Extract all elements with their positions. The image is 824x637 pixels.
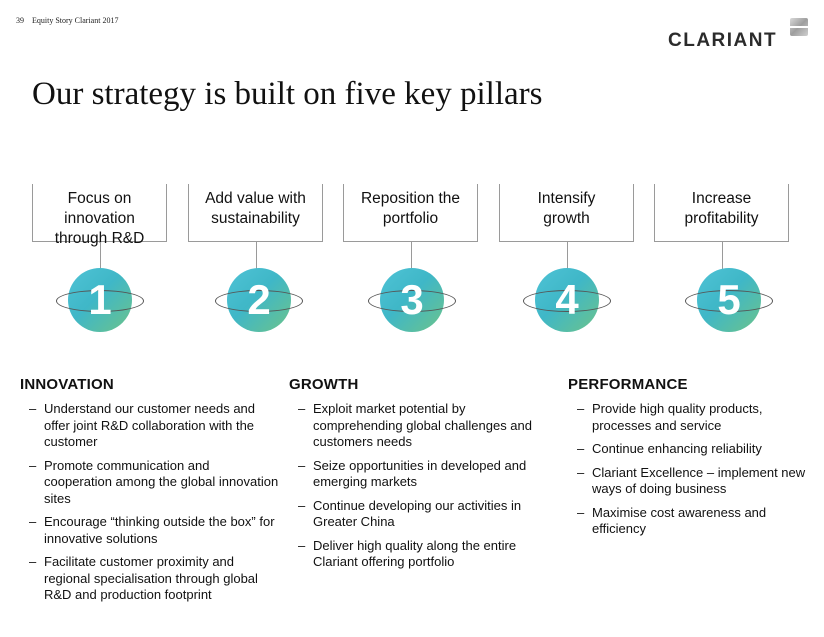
- pillar-badge-4: 4: [523, 268, 611, 332]
- list-item-text: Understand our customer needs and offer …: [44, 401, 256, 449]
- list-item-text: Promote communication and cooperation am…: [44, 457, 279, 506]
- dash-bullet: –: [29, 457, 37, 473]
- dash-bullet: –: [298, 401, 306, 416]
- pillar-label-line: profitability: [684, 210, 759, 227]
- logo-text: CLARIANT: [668, 30, 778, 51]
- performance-column: PERFORMANCE – Provide high quality produc…: [568, 376, 808, 545]
- pillar-label: Intensify growth: [499, 189, 634, 229]
- bullet-list: – Provide high quality products, processe…: [568, 401, 808, 538]
- list-item-text: Continue enhancing reliability: [592, 441, 762, 456]
- dash-bullet: –: [29, 401, 37, 416]
- dash-bullet: –: [29, 554, 37, 569]
- innovation-column: INNOVATION – Understand our customer need…: [20, 376, 280, 611]
- pillar-label: Focus on innovation through R&D: [32, 189, 167, 249]
- dash-bullet: –: [577, 401, 585, 416]
- pillar-badge-3: 3: [368, 268, 456, 332]
- badge-number: 1: [88, 276, 112, 323]
- pillar-label: Add value with sustainability: [188, 189, 323, 229]
- bullet-list: – Exploit market potential by comprehendi…: [289, 401, 544, 571]
- pillar-connector: [99, 242, 101, 270]
- pillar-2: Add value with sustainability: [188, 184, 323, 270]
- pillar-label-line: through R&D: [54, 230, 145, 247]
- pillar-box: [32, 184, 167, 242]
- list-item-text: Continue developing our activities in Gr…: [313, 497, 522, 530]
- slide-header: 39 Equity Story Clariant 2017: [16, 16, 118, 25]
- list-item-text: Facilitate customer proximity and region…: [44, 554, 258, 602]
- list-item: – Promote communication and cooperation a…: [20, 458, 280, 508]
- pillar-label-line: sustainability: [211, 210, 300, 227]
- badge-number: 4: [555, 276, 579, 323]
- pillar-box: [343, 184, 478, 242]
- badge-number: 2: [247, 276, 271, 323]
- page-number: 39: [16, 16, 24, 25]
- column-heading: GROWTH: [289, 376, 359, 393]
- document-title: Equity Story Clariant 2017: [32, 16, 119, 25]
- badge-ring: [523, 290, 611, 312]
- pillar-connector: [410, 242, 412, 270]
- list-item: – Encourage “thinking outside the box” fo…: [20, 514, 280, 547]
- list-item: – Continue developing our activities in G…: [289, 498, 544, 531]
- pillar-badge-1: 1: [56, 268, 144, 332]
- dash-bullet: –: [298, 457, 306, 473]
- pillar-label-line: growth: [543, 210, 590, 227]
- list-item: – Maximise cost awareness and efficiency: [568, 505, 808, 538]
- pillar-label: Increase profitability: [654, 189, 789, 229]
- badge-ring: [56, 290, 144, 312]
- pillar-badge-2: 2: [215, 268, 303, 332]
- dash-bullet: –: [577, 504, 585, 520]
- list-item: – Exploit market potential by comprehendi…: [289, 401, 544, 451]
- pillar-box: [499, 184, 634, 242]
- bullet-list: – Understand our customer needs and offer…: [20, 401, 280, 604]
- pillar-label-line: Add value with: [205, 190, 306, 207]
- growth-column: GROWTH – Exploit market potential by comp…: [289, 376, 544, 578]
- dash-bullet: –: [298, 537, 306, 553]
- list-item-text: Encourage “thinking outside the box” for…: [44, 514, 275, 546]
- badge-number: 3: [400, 276, 424, 323]
- pillar-1: Focus on innovation through R&D: [32, 184, 167, 270]
- pillar-label-line: Intensify: [537, 190, 596, 207]
- badge-ring: [215, 290, 303, 312]
- logo-mark-icon: [790, 18, 808, 36]
- pillar-label-line: Increase: [691, 190, 752, 207]
- list-item: – Seize opportunities in developed and em…: [289, 458, 544, 491]
- pillar-5: Increase profitability: [654, 184, 789, 270]
- pillar-4: Intensify growth: [499, 184, 634, 270]
- badge-ring: [685, 290, 773, 312]
- pillar-box: [654, 184, 789, 242]
- list-item-text: Deliver high quality along the entire Cl…: [313, 537, 517, 570]
- pillar-label-line: Focus on innovation: [64, 190, 135, 227]
- pillar-label-line: portfolio: [382, 210, 439, 227]
- dash-bullet: –: [577, 441, 585, 456]
- column-heading: INNOVATION: [20, 376, 114, 393]
- pillar-3: Reposition the portfolio: [343, 184, 478, 270]
- pillar-connector: [255, 242, 257, 270]
- pillar-badge-5: 5: [685, 268, 773, 332]
- list-item: – Continue enhancing reliability: [568, 441, 808, 458]
- dash-bullet: –: [29, 514, 37, 529]
- pillar-connector: [566, 242, 568, 270]
- list-item-text: Maximise cost awareness and efficiency: [592, 504, 767, 537]
- pillar-label-line: Reposition the: [360, 190, 461, 207]
- column-heading: PERFORMANCE: [568, 376, 688, 393]
- dash-bullet: –: [577, 464, 585, 480]
- list-item-text: Exploit market potential by comprehendin…: [313, 401, 532, 449]
- pillar-label: Reposition the portfolio: [343, 189, 478, 229]
- pillar-box: [188, 184, 323, 242]
- list-item: – Provide high quality products, processe…: [568, 401, 808, 434]
- list-item-text: Clariant Excellence – implement new ways…: [592, 464, 806, 497]
- list-item: – Clariant Excellence – implement new way…: [568, 465, 808, 498]
- list-item-text: Provide high quality products, processes…: [592, 401, 763, 433]
- list-item: – Understand our customer needs and offer…: [20, 401, 280, 451]
- clariant-logo: CLARIANT: [668, 18, 808, 52]
- dash-bullet: –: [298, 497, 306, 513]
- list-item: – Facilitate customer proximity and regio…: [20, 554, 280, 604]
- list-item-text: Seize opportunities in developed and eme…: [313, 457, 527, 490]
- list-item: – Deliver high quality along the entire C…: [289, 538, 544, 571]
- badge-ring: [368, 290, 456, 312]
- badge-number: 5: [717, 276, 741, 323]
- pillar-connector: [721, 242, 723, 270]
- slide-title: Our strategy is built on five key pillar…: [32, 76, 543, 112]
